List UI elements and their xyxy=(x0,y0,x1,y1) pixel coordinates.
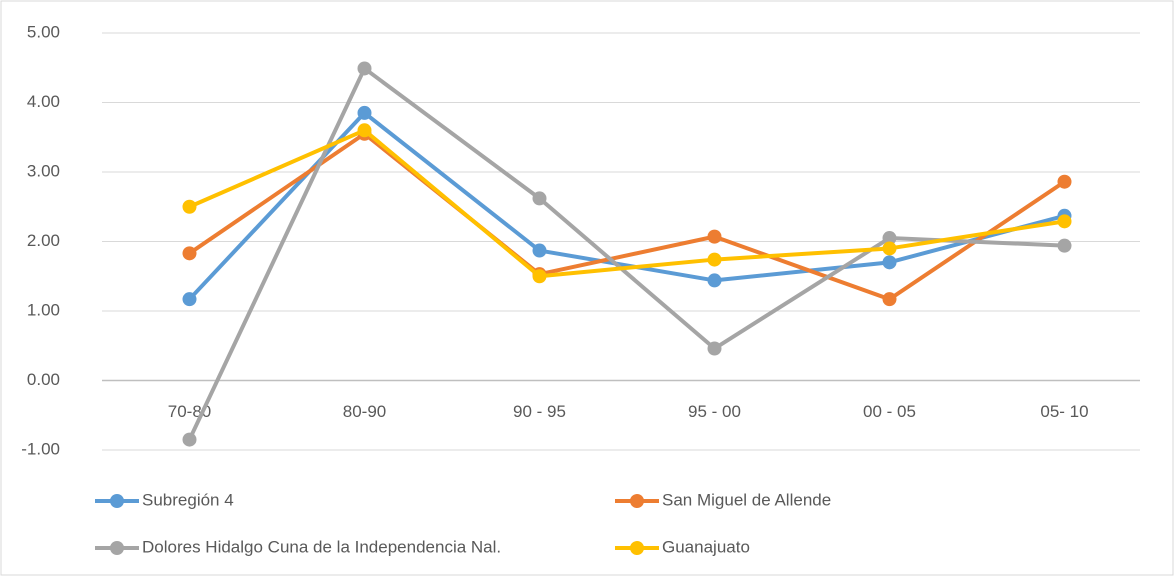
series-line xyxy=(187,66,1065,441)
legend-marker xyxy=(630,494,644,508)
data-point xyxy=(882,241,897,256)
data-point xyxy=(1057,238,1072,253)
legend-label: San Miguel de Allende xyxy=(662,490,831,509)
series-line xyxy=(188,131,1066,302)
y-tick-label: 3.00 xyxy=(27,161,60,180)
data-point xyxy=(707,252,722,267)
data-point xyxy=(532,191,547,206)
data-point xyxy=(707,229,722,244)
data-point xyxy=(882,255,897,270)
y-tick-label: 1.00 xyxy=(27,300,60,319)
data-point xyxy=(182,292,197,307)
y-tick-label: -1.00 xyxy=(21,439,60,458)
x-tick-label: 00 - 05 xyxy=(863,402,916,421)
data-point xyxy=(182,199,197,214)
data-point xyxy=(707,341,722,356)
data-point xyxy=(532,243,547,258)
x-tick-label: 80-90 xyxy=(343,402,386,421)
data-point xyxy=(1057,174,1072,189)
legend-marker xyxy=(110,494,124,508)
x-tick-label: 90 - 95 xyxy=(513,402,566,421)
data-point xyxy=(182,432,197,447)
y-tick-label: 2.00 xyxy=(27,231,60,250)
legend-marker xyxy=(630,541,644,555)
x-tick-label: 05- 10 xyxy=(1040,402,1088,421)
data-point xyxy=(882,231,897,246)
data-point xyxy=(707,273,722,288)
data-point xyxy=(882,292,897,307)
legend-label: Guanajuato xyxy=(662,537,750,556)
legend-label: Subregión 4 xyxy=(142,490,234,509)
data-point xyxy=(357,105,372,120)
data-point xyxy=(357,61,372,76)
legend-marker xyxy=(110,541,124,555)
data-point xyxy=(357,123,372,138)
series-line xyxy=(188,128,1065,279)
y-tick-label: 5.00 xyxy=(27,22,60,41)
y-tick-label: 0.00 xyxy=(27,370,60,389)
x-tick-label: 95 - 00 xyxy=(688,402,741,421)
data-point xyxy=(1057,214,1072,229)
data-point xyxy=(182,246,197,261)
y-tick-label: 4.00 xyxy=(27,92,60,111)
legend-label: Dolores Hidalgo Cuna de la Independencia… xyxy=(142,537,501,556)
data-point xyxy=(532,269,547,284)
